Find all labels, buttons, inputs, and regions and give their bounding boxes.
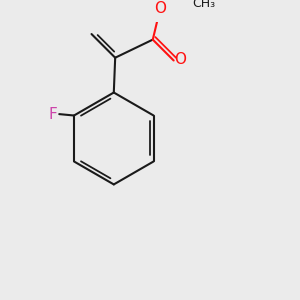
- Text: O: O: [154, 2, 166, 16]
- Text: O: O: [174, 52, 186, 67]
- Text: F: F: [49, 106, 58, 122]
- Text: CH₃: CH₃: [192, 0, 215, 10]
